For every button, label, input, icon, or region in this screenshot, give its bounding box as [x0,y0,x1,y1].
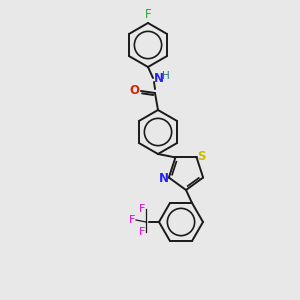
Text: O: O [129,85,139,98]
Text: F: F [145,8,151,20]
Text: F: F [139,204,145,214]
Text: F: F [129,215,135,225]
Text: H: H [162,71,170,81]
Text: N: N [159,172,169,185]
Text: N: N [154,71,164,85]
Text: F: F [139,227,145,237]
Text: S: S [197,150,206,163]
